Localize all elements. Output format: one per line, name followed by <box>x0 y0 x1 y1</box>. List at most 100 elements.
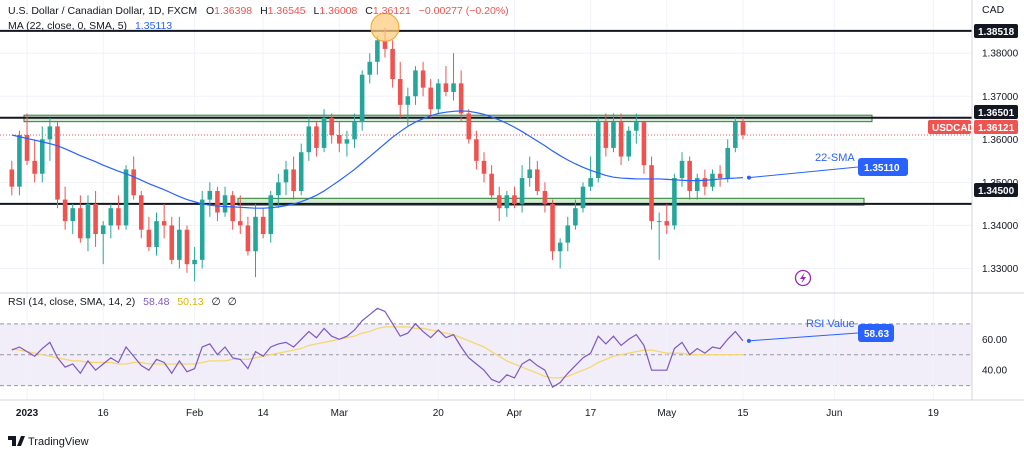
candle <box>78 195 83 243</box>
svg-text:USDCAD: USDCAD <box>932 123 975 134</box>
candle-body <box>740 122 746 136</box>
candle-body <box>451 83 456 92</box>
candle <box>9 160 15 196</box>
candle <box>260 208 266 239</box>
candle <box>466 109 472 144</box>
candle <box>24 113 30 166</box>
candle <box>321 109 327 153</box>
hline-layer <box>0 29 972 205</box>
candle <box>123 165 129 230</box>
candle-body <box>420 70 426 88</box>
candle-body <box>154 221 159 247</box>
candle-body <box>276 182 281 196</box>
tradingview-logo-icon <box>8 436 25 446</box>
candle-body <box>215 190 220 213</box>
rsi-tick-label: 40.00 <box>982 366 1007 377</box>
tradingview-logo[interactable]: TradingView <box>8 436 89 448</box>
candle-body <box>603 122 609 148</box>
candle <box>192 246 197 282</box>
ma-legend-label: MA (22, close, 0, SMA, 5) <box>8 20 127 32</box>
candle <box>397 61 403 118</box>
candle-body <box>47 126 53 140</box>
candle <box>595 117 601 183</box>
candle <box>451 53 456 101</box>
candle-body <box>565 225 571 243</box>
candle <box>694 173 700 200</box>
candle <box>375 35 380 75</box>
candle <box>420 61 426 97</box>
candle <box>717 165 723 187</box>
candle <box>603 113 609 157</box>
candle <box>108 203 114 239</box>
ohlc-open-value: 1.36398 <box>214 5 252 17</box>
rsi-legend: RSI (14, close, SMA, 14, 2) 58.48 50.13 … <box>8 296 237 308</box>
ohlc-open-label: O <box>206 5 214 17</box>
candle <box>55 122 60 209</box>
candle <box>512 186 517 209</box>
peak-highlight-circle <box>370 12 400 42</box>
candle-body <box>359 74 365 123</box>
rsi-tick-label: 60.00 <box>982 335 1007 346</box>
candle-body <box>580 186 586 209</box>
rsi-legend-label: RSI (14, close, SMA, 14, 2) <box>8 296 135 308</box>
candle <box>664 203 670 235</box>
symbol-title: U.S. Dollar / Canadian Dollar, 1D, FXCM <box>8 5 197 17</box>
time-tick-label: 20 <box>433 408 445 419</box>
candle <box>116 195 121 230</box>
candle-body <box>298 152 304 191</box>
svg-text:58.63: 58.63 <box>864 329 889 340</box>
candle <box>535 160 540 196</box>
candle-body <box>314 126 319 148</box>
candle <box>169 216 175 265</box>
sma-annotation-label: 22-SMA <box>815 152 855 164</box>
candle <box>161 203 167 239</box>
candle-body <box>321 117 327 148</box>
ohlc-high-label: H <box>260 5 268 17</box>
candle-body <box>474 139 479 161</box>
ohlc-low-label: L <box>314 5 320 17</box>
rsi-band-layer <box>0 323 972 387</box>
candle-body <box>291 169 296 191</box>
candle-body <box>230 195 235 222</box>
candle-body <box>626 130 631 157</box>
price-tick-label: 1.38000 <box>982 49 1019 60</box>
chart-title: U.S. Dollar / Canadian Dollar, 1D, FXCM … <box>8 5 509 17</box>
candle-body <box>550 203 555 252</box>
price-tick-label: 1.37000 <box>982 92 1019 103</box>
candle-body <box>329 117 334 136</box>
candle <box>496 186 502 222</box>
candle <box>70 203 76 235</box>
candle <box>626 126 631 161</box>
candle-body <box>9 169 15 187</box>
candle-body <box>641 122 647 166</box>
time-tick-label: Feb <box>186 408 204 419</box>
badge-last-price: 1.36121 <box>974 120 1018 134</box>
candle-body <box>595 122 601 179</box>
price-tick-label: 1.34000 <box>982 221 1019 232</box>
badge-symbol: USDCAD <box>928 120 975 134</box>
svg-text:1.38518: 1.38518 <box>978 27 1015 38</box>
candle <box>527 156 532 187</box>
candle <box>367 53 373 84</box>
candle <box>62 186 68 230</box>
lightning-event-icon[interactable] <box>794 269 812 287</box>
candle <box>679 152 685 187</box>
rsi-legend-ma-value: 50.13 <box>177 296 203 308</box>
candle-body <box>527 169 532 179</box>
candle-body <box>207 190 213 200</box>
candle <box>283 160 289 196</box>
candle-body <box>702 178 708 187</box>
candle <box>17 130 22 196</box>
candle <box>47 117 53 161</box>
candle-body <box>93 203 98 235</box>
candle <box>32 139 37 183</box>
candle <box>85 195 91 252</box>
candle <box>641 122 647 174</box>
candle-body <box>222 195 228 213</box>
candle-body <box>177 229 182 260</box>
candle-body <box>85 203 91 239</box>
candle-body <box>634 122 639 131</box>
candle-body <box>405 96 411 105</box>
rsi-axis-ticks: 40.00 60.00 <box>982 335 1007 377</box>
candle-body <box>32 160 37 174</box>
